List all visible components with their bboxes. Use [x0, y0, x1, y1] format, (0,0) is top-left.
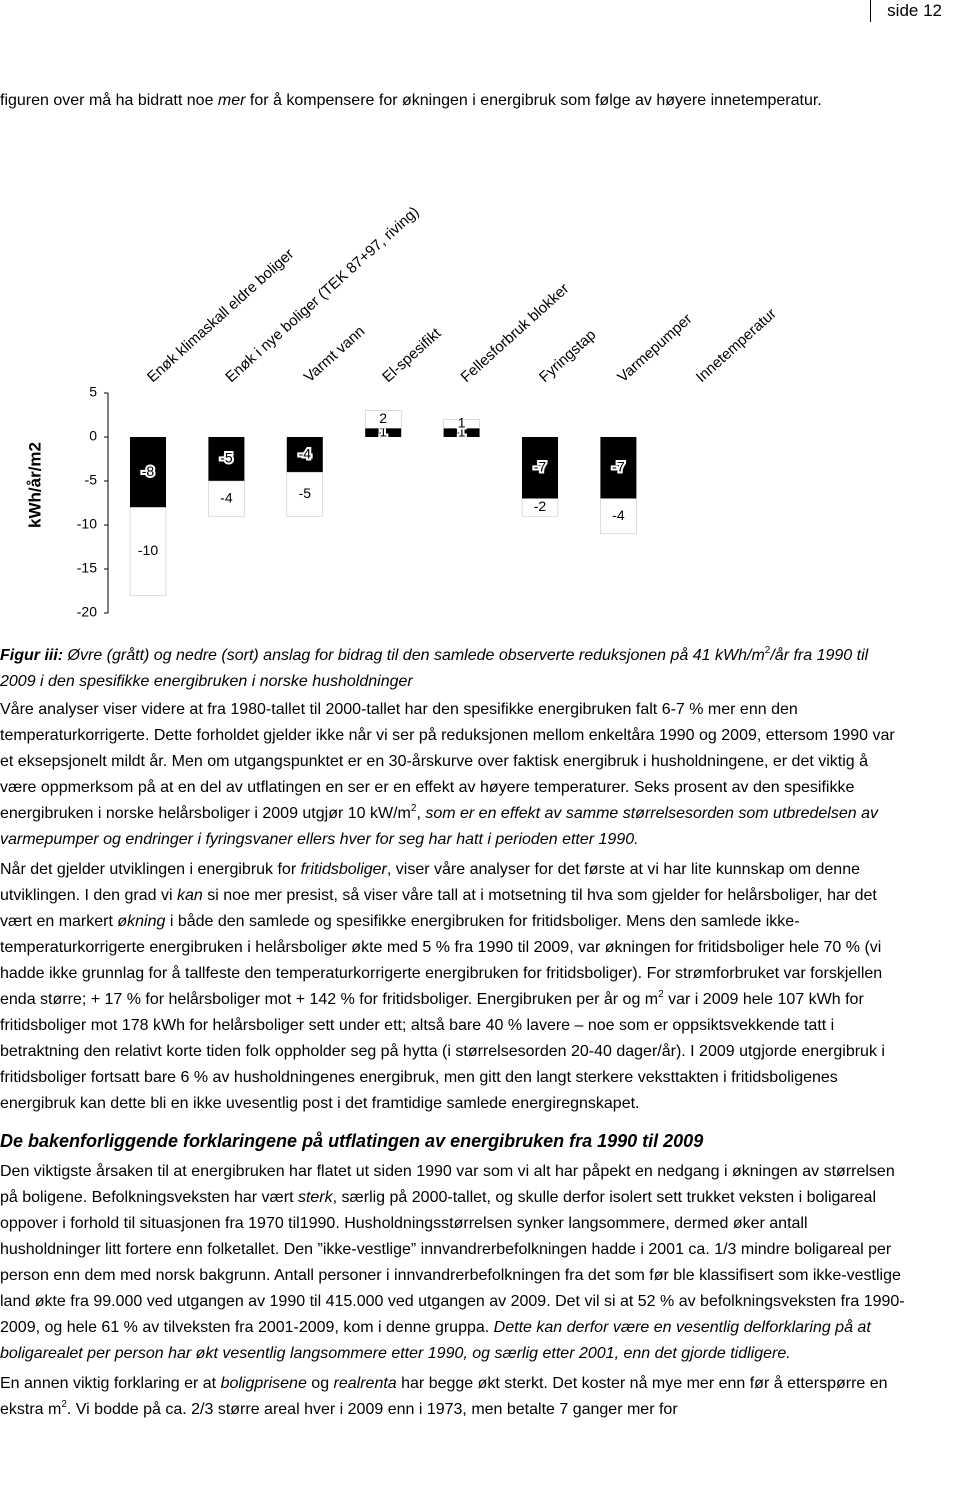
text-run: 2	[61, 1399, 67, 1410]
bar-segment	[208, 437, 245, 481]
data-label: -8	[142, 463, 155, 479]
category-label: Varmt vann	[301, 323, 369, 386]
text-run: mer	[217, 92, 246, 109]
text-run: var i 2009 hele 107 kWh for fritidsbolig…	[0, 991, 885, 1112]
text-run: sterk	[297, 1189, 333, 1206]
y-axis-label: kWh/år/m2	[25, 442, 44, 528]
text-run: Øvre (grått) og nedre (sort) anslag for …	[63, 647, 765, 664]
text-run: De bakenforliggende forklaringene på utf…	[0, 1131, 704, 1151]
p: Når det gjelder utviklingen i energibruk…	[0, 857, 905, 1117]
intro-paragraph: figuren over må ha bidratt noe mer for å…	[0, 88, 905, 114]
text-run: Dette kan derfor være en vesentlig delfo…	[0, 1319, 871, 1362]
y-tick-label: -10	[77, 516, 97, 532]
data-label: 1	[458, 415, 466, 431]
text-run: realrenta	[333, 1375, 397, 1392]
category-label: Varmepumper	[614, 310, 695, 385]
text-run: har begge økt sterkt. Det koster nå mye …	[0, 1375, 888, 1418]
text-run: 2	[764, 645, 771, 656]
text-run: fritidsboliger	[300, 861, 387, 878]
y-tick-label: -20	[77, 604, 97, 620]
text-run: for å kompensere for økningen i energibr…	[245, 92, 822, 109]
data-label: 2	[379, 410, 387, 426]
data-label: -4	[299, 445, 312, 461]
bar-segment	[364, 410, 402, 429]
text-run: Den viktigste årsaken til at energibruke…	[0, 1163, 895, 1206]
bar-segment	[365, 428, 402, 437]
p: Våre analyser viser videre at fra 1980-t…	[0, 697, 905, 853]
data-label: -2	[534, 498, 547, 514]
bar-segment	[522, 437, 558, 499]
body-text: Figur iii: Øvre (grått) og nedre (sort) …	[0, 643, 905, 1427]
bar-segment	[443, 419, 480, 429]
text-run: ,	[416, 805, 426, 822]
text-run: kan	[177, 887, 203, 904]
text-run: , særlig på 2000-tallet, og skulle derfo…	[0, 1189, 905, 1336]
bar-segment	[286, 437, 323, 473]
bar-segment	[129, 507, 167, 596]
text-run: Figur iii:	[0, 647, 64, 664]
bar-segment	[130, 437, 166, 508]
p: Den viktigste årsaken til at energibruke…	[0, 1159, 905, 1367]
text-run: 2	[658, 989, 664, 1000]
text-run: Våre analyser viser videre at fra 1980-t…	[0, 701, 895, 822]
text-run: som er en effekt av samme størrelsesorde…	[0, 805, 878, 848]
data-label: -5	[220, 450, 233, 466]
text-run: i både den samlede og spesifikke energib…	[0, 913, 883, 1008]
data-label: -4	[220, 489, 233, 505]
caption: Figur iii: Øvre (grått) og nedre (sort) …	[0, 643, 905, 695]
category-label: Enøk klimaskall eldre boliger	[144, 246, 297, 386]
y-tick-label: 0	[89, 428, 97, 444]
bar-segment	[600, 437, 637, 499]
page-number: side 12	[870, 0, 942, 22]
bar-segment	[443, 428, 480, 437]
bar-segment	[286, 471, 324, 517]
data-label: -7	[534, 459, 547, 475]
text-run: 2	[410, 803, 417, 814]
bar-segment	[521, 498, 559, 517]
p: En annen viktig forklaring er at boligpr…	[0, 1371, 905, 1423]
category-label: Innetemperatur	[693, 305, 780, 386]
y-tick-label: 5	[89, 384, 97, 400]
text-run: En annen viktig forklaring er at	[0, 1375, 221, 1392]
text-run: . Vi bodde på ca. 2/3 større areal hver …	[66, 1401, 678, 1418]
heading: De bakenforliggende forklaringene på utf…	[0, 1127, 905, 1155]
chart: kWh/år/m2 5 0 -5 -10 -15 -20 Enøk klimaskall e…	[25, 203, 780, 620]
text-run: og	[306, 1375, 334, 1392]
data-label: -4	[612, 507, 625, 523]
data-label: -7	[612, 459, 625, 475]
text-run: økning	[117, 913, 166, 930]
text-run: figuren over må ha bidratt noe	[0, 92, 218, 109]
category-label: El-spesifikt	[379, 324, 445, 386]
text-run: boligprisene	[220, 1375, 307, 1392]
bar-segment	[208, 480, 245, 517]
text-run: Når det gjelder utviklingen i energibruk…	[0, 861, 301, 878]
category-label: Fyringstap	[536, 326, 599, 385]
y-tick-label: -5	[85, 472, 98, 488]
text-run: si noe mer presist, så viser våre tall a…	[0, 887, 877, 930]
data-label: -10	[138, 542, 158, 558]
text-run: , viser våre analyser for det første at …	[0, 861, 860, 904]
bar-segment	[600, 498, 637, 535]
data-label: -5	[299, 485, 312, 501]
text-run: /år fra 1990 til 2009 i den spesifikke e…	[0, 647, 869, 690]
y-tick-label: -15	[77, 560, 97, 576]
